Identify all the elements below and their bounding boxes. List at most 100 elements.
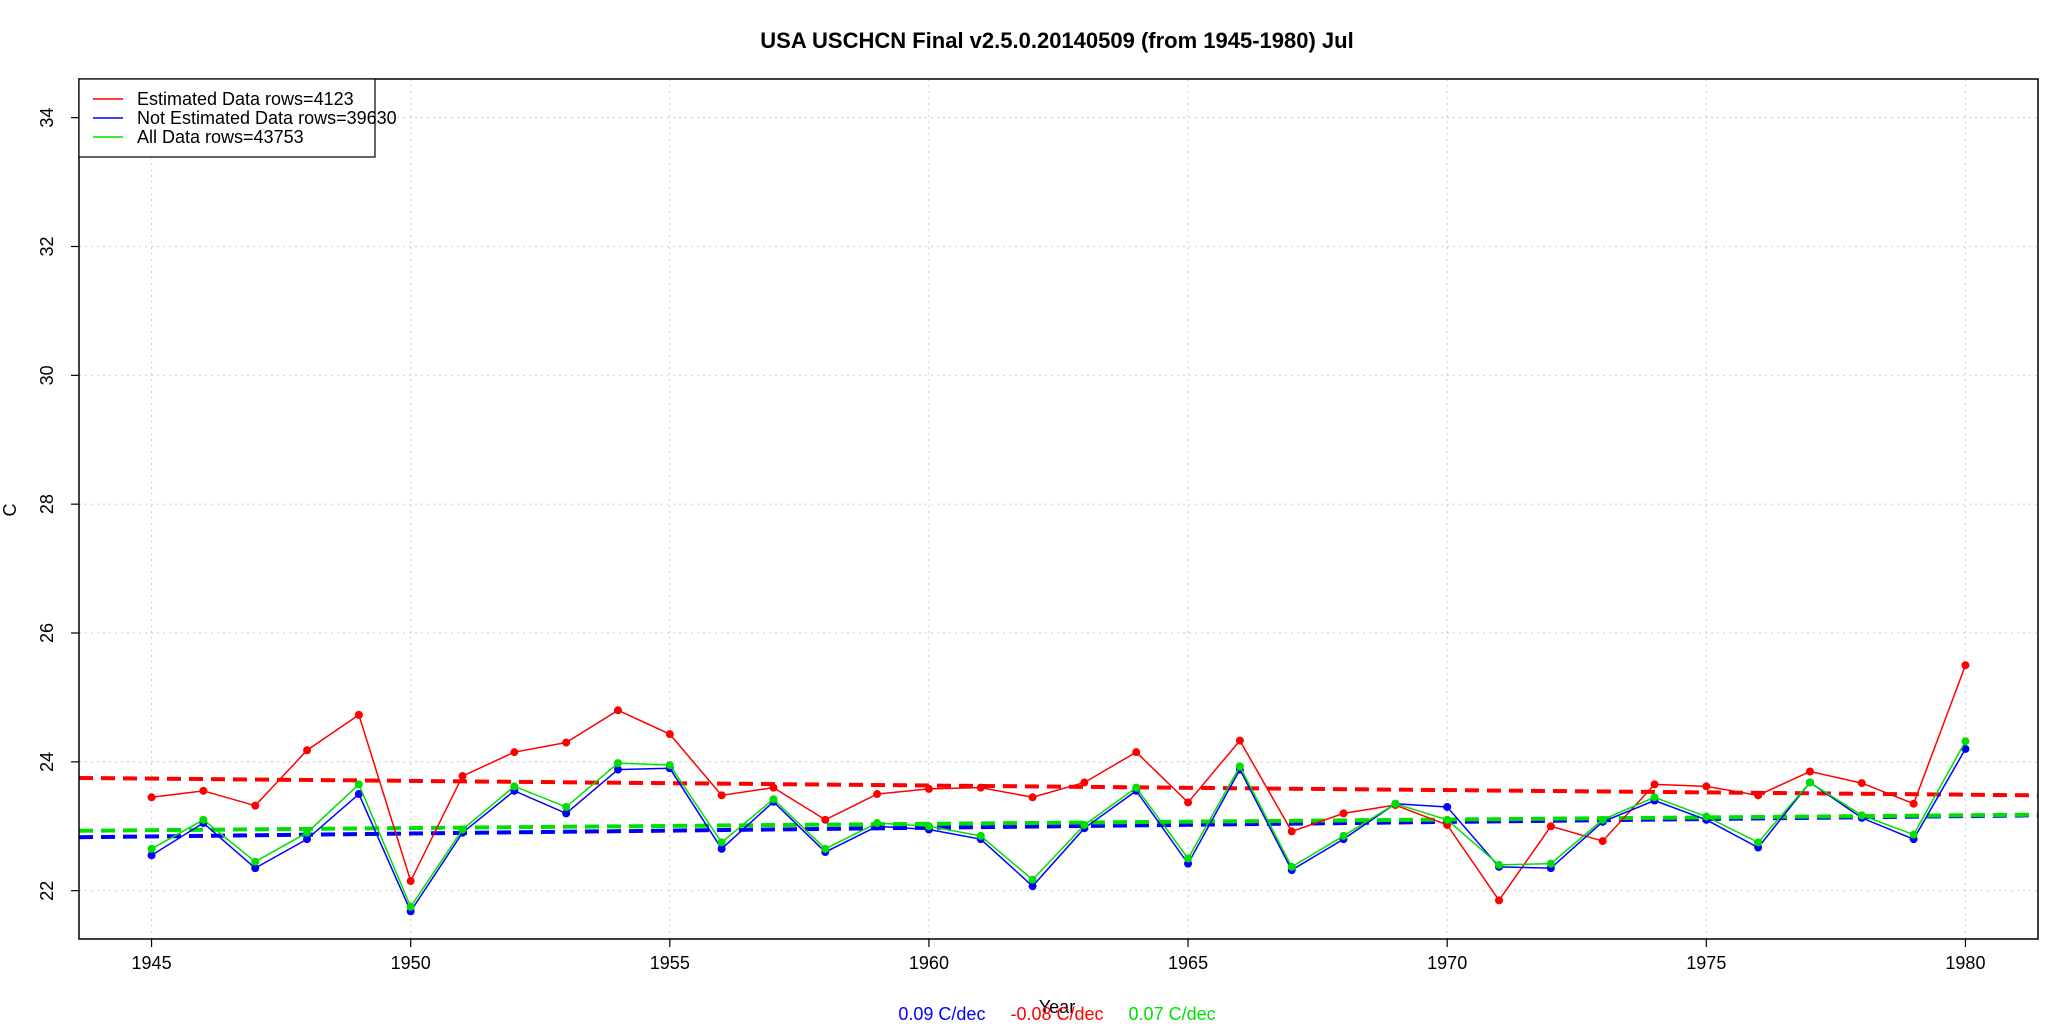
plot-frame xyxy=(78,78,2039,940)
trend-summary: 0.09 C/dec -0.08 C/dec 0.07 C/dec xyxy=(898,1004,1215,1024)
y-axis-label: C xyxy=(0,504,20,517)
data-point xyxy=(1184,854,1193,863)
y-tick-label: 30 xyxy=(37,365,57,385)
trend-label-red: -0.08 C/dec xyxy=(1010,1004,1103,1024)
data-point xyxy=(1961,661,1970,670)
legend-box xyxy=(78,78,376,158)
data-point xyxy=(1443,802,1452,811)
data-point xyxy=(613,706,622,715)
series-line-1 xyxy=(151,748,1967,913)
data-point xyxy=(458,772,467,781)
chart-title: USA USCHCN Final v2.5.0.20140509 (from 1… xyxy=(760,28,1353,53)
data-point xyxy=(1028,875,1037,884)
data-point xyxy=(406,902,415,911)
data-point xyxy=(1702,812,1711,821)
data-point xyxy=(303,746,312,755)
data-point xyxy=(1857,779,1866,788)
data-point xyxy=(199,786,208,795)
data-point xyxy=(562,738,571,747)
data-point xyxy=(1961,737,1970,746)
data-point xyxy=(303,835,312,844)
data-point xyxy=(303,828,312,837)
data-point xyxy=(924,784,933,793)
data-point xyxy=(562,802,571,811)
data-point xyxy=(1080,778,1089,787)
y-tick-label: 26 xyxy=(37,623,57,643)
data-point xyxy=(147,844,156,853)
data-point xyxy=(1132,748,1141,757)
data-point xyxy=(873,790,882,799)
trend-line-0 xyxy=(78,775,2039,798)
data-point xyxy=(1702,782,1711,791)
data-point xyxy=(1754,838,1763,847)
data-point xyxy=(1132,783,1141,792)
x-tick-label: 1960 xyxy=(909,953,949,973)
data-point xyxy=(1857,811,1866,820)
x-tick-label: 1980 xyxy=(1945,953,1985,973)
data-point xyxy=(717,791,726,800)
data-point xyxy=(1287,862,1296,871)
legend-label: Not Estimated Data rows=39630 xyxy=(137,108,397,128)
data-point xyxy=(1443,815,1452,824)
data-point xyxy=(510,748,519,757)
x-tick-label: 1975 xyxy=(1686,953,1726,973)
data-point xyxy=(510,782,519,791)
x-tick-label: 1970 xyxy=(1427,953,1467,973)
data-point xyxy=(1028,793,1037,802)
data-point xyxy=(1339,831,1348,840)
data-point xyxy=(1961,744,1970,753)
y-tick-label: 28 xyxy=(37,494,57,514)
data-point xyxy=(1909,830,1918,839)
data-point xyxy=(1287,827,1296,836)
legend-label: Estimated Data rows=4123 xyxy=(137,89,354,109)
data-point xyxy=(1235,762,1244,771)
data-point xyxy=(1391,799,1400,808)
data-point xyxy=(1754,791,1763,800)
data-point xyxy=(251,864,260,873)
data-point xyxy=(613,765,622,774)
data-point xyxy=(924,822,933,831)
series-line-2 xyxy=(151,740,1967,909)
data-point xyxy=(1546,822,1555,831)
axes: 1945 1950 1955 1960 1965 1970 1975 1980 22 24 26 28… xyxy=(37,108,1985,973)
x-tick-label: 1965 xyxy=(1168,953,1208,973)
y-tick-label: 22 xyxy=(37,881,57,901)
x-axis-label: Year xyxy=(1039,997,1075,1017)
x-tick-label: 1945 xyxy=(132,953,172,973)
y-tick-label: 32 xyxy=(37,236,57,256)
data-point xyxy=(976,831,985,840)
data-point xyxy=(976,783,985,792)
data-point xyxy=(1235,736,1244,745)
data-point xyxy=(354,710,363,719)
data-point xyxy=(147,851,156,860)
data-point xyxy=(717,844,726,853)
data-point xyxy=(1909,799,1918,808)
data-point xyxy=(458,825,467,834)
data-point xyxy=(1546,859,1555,868)
data-point xyxy=(354,780,363,789)
series-lines xyxy=(147,661,1970,916)
series-line-0 xyxy=(151,664,1967,902)
data-point xyxy=(873,819,882,828)
legend-label: All Data rows=43753 xyxy=(137,127,304,147)
data-point xyxy=(1650,780,1659,789)
trend-label-green: 0.07 C/dec xyxy=(1129,1004,1216,1024)
data-point xyxy=(665,730,674,739)
data-point xyxy=(1080,820,1089,829)
data-point xyxy=(769,795,778,804)
data-point xyxy=(717,838,726,847)
data-point xyxy=(821,844,830,853)
data-point xyxy=(769,783,778,792)
data-point xyxy=(1650,793,1659,802)
y-tick-label: 34 xyxy=(37,108,57,128)
data-point xyxy=(199,815,208,824)
trend-line-2 xyxy=(78,812,2039,833)
grid xyxy=(79,79,2038,939)
data-point xyxy=(406,877,415,886)
data-point xyxy=(1028,882,1037,891)
data-point xyxy=(251,801,260,810)
data-point xyxy=(613,759,622,768)
data-point xyxy=(1495,896,1504,905)
